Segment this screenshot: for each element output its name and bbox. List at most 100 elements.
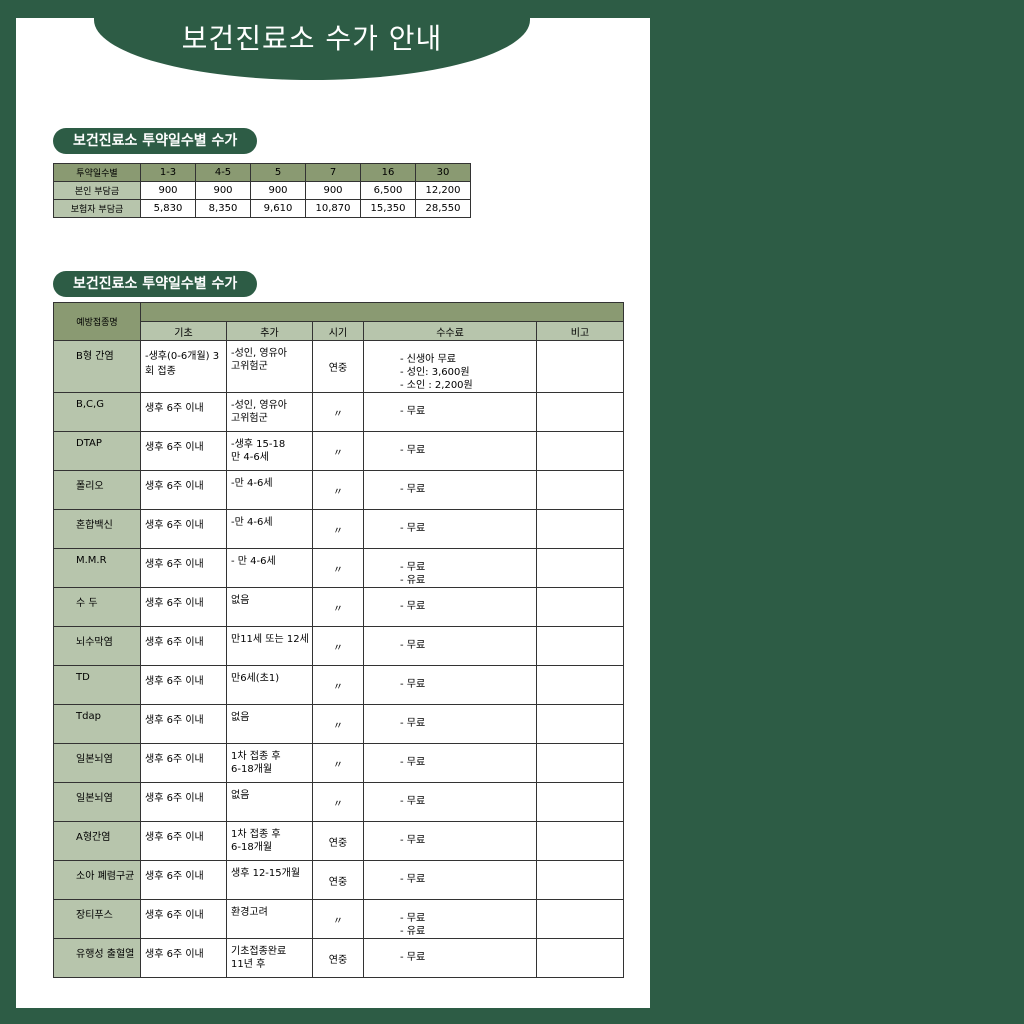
basic-schedule-cell: 생후 6주 이내	[140, 665, 227, 705]
fee-cell: - 무료 - 유료	[363, 548, 537, 588]
column-header-note: 비고	[536, 321, 624, 341]
table-row: 일본뇌염 생후 6주 이내 없음 〃 - 무료	[53, 782, 624, 822]
booster-schedule-cell: 없음	[226, 704, 313, 744]
vaccine-name-cell: 일본뇌염	[53, 743, 141, 783]
booster-schedule-cell: 1차 접종 후 6-18개월	[226, 743, 313, 783]
period-cell: 〃	[312, 587, 364, 627]
basic-schedule-cell: -생후(0-6개월) 3회 접종	[140, 340, 227, 393]
table-row: 일본뇌염 생후 6주 이내 1차 접종 후 6-18개월 〃 - 무료	[53, 743, 624, 783]
fee-table-row: 보험자 부담금 5,830 8,350 9,610 10,870 15,350 …	[53, 199, 471, 218]
fee-row-label: 본인 부담금	[53, 181, 141, 200]
note-cell	[536, 938, 624, 978]
vaccine-table: 예방접종명 기초 추가 시기 수수료 비고 B형 간염 -생후(0-6개월) 3회…	[53, 302, 624, 978]
note-cell	[536, 743, 624, 783]
period-cell: 〃	[312, 431, 364, 471]
basic-schedule-cell: 생후 6주 이내	[140, 782, 227, 822]
table-row: B,C,G 생후 6주 이내 -성인, 영유아 고위험군 〃 - 무료	[53, 392, 624, 432]
basic-schedule-cell: 생후 6주 이내	[140, 938, 227, 978]
period-cell: 〃	[312, 899, 364, 939]
period-cell: 〃	[312, 704, 364, 744]
table-row: 혼합백신 생후 6주 이내 -만 4-6세 〃 - 무료	[53, 509, 624, 549]
vaccine-name-cell: 소아 폐렴구균	[53, 860, 141, 900]
vaccine-header-band	[140, 302, 624, 322]
table-row: 폴리오 생후 6주 이내 -만 4-6세 〃 - 무료	[53, 470, 624, 510]
fee-header-cell: 투약일수별	[53, 163, 141, 182]
vaccine-table-top-row: 예방접종명	[53, 302, 624, 341]
note-cell	[536, 782, 624, 822]
basic-schedule-cell: 생후 6주 이내	[140, 470, 227, 510]
note-cell	[536, 548, 624, 588]
vaccine-name-cell: 혼합백신	[53, 509, 141, 549]
basic-schedule-cell: 생후 6주 이내	[140, 548, 227, 588]
fee-header-cell: 30	[415, 163, 471, 182]
fee-cell: - 무료	[363, 665, 537, 705]
section-title-fees: 보건진료소 투약일수별 수가	[53, 128, 258, 154]
page-title: 보건진료소 수가 안내	[94, 8, 530, 80]
table-row: M.M.R 생후 6주 이내 - 만 4-6세 〃 - 무료 - 유료	[53, 548, 624, 588]
fee-table-row: 본인 부담금 900 900 900 900 6,500 12,200	[53, 181, 471, 200]
vaccine-table-body: B형 간염 -생후(0-6개월) 3회 접종 -성인, 영유아 고위험군 연중 - 신생…	[53, 340, 624, 978]
vaccine-name-cell: 수 두	[53, 587, 141, 627]
period-cell: 〃	[312, 743, 364, 783]
note-cell	[536, 821, 624, 861]
column-header-fee: 수수료	[363, 321, 537, 341]
fee-header-cell: 5	[250, 163, 306, 182]
booster-schedule-cell: 1차 접종 후 6-18개월	[226, 821, 313, 861]
fee-header-cell: 1-3	[140, 163, 196, 182]
column-header-time: 시기	[312, 321, 364, 341]
basic-schedule-cell: 생후 6주 이내	[140, 587, 227, 627]
vaccine-name-cell: B,C,G	[53, 392, 141, 432]
vaccine-name-cell: Tdap	[53, 704, 141, 744]
booster-schedule-cell: -만 4-6세	[226, 509, 313, 549]
booster-schedule-cell: 기초접종완료 11년 후	[226, 938, 313, 978]
fee-cell: 6,500	[360, 181, 416, 200]
booster-schedule-cell: 만11세 또는 12세	[226, 626, 313, 666]
period-cell: 연중	[312, 860, 364, 900]
basic-schedule-cell: 생후 6주 이내	[140, 743, 227, 783]
fee-cell: 12,200	[415, 181, 471, 200]
fee-cell: 900	[305, 181, 361, 200]
booster-schedule-cell: -만 4-6세	[226, 470, 313, 510]
table-row: 소아 폐렴구균 생후 6주 이내 생후 12-15개월 연중 - 무료	[53, 860, 624, 900]
vaccine-name-cell: 장티푸스	[53, 899, 141, 939]
table-row: Tdap 생후 6주 이내 없음 〃 - 무료	[53, 704, 624, 744]
booster-schedule-cell: 만6세(초1)	[226, 665, 313, 705]
booster-schedule-cell: -성인, 영유아 고위험군	[226, 340, 313, 393]
booster-schedule-cell: 없음	[226, 587, 313, 627]
fee-cell: - 무료	[363, 431, 537, 471]
period-cell: 〃	[312, 470, 364, 510]
vaccine-name-cell: 뇌수막염	[53, 626, 141, 666]
table-row: TD 생후 6주 이내 만6세(초1) 〃 - 무료	[53, 665, 624, 705]
fee-cell: 900	[195, 181, 251, 200]
vaccine-name-cell: A형간염	[53, 821, 141, 861]
fee-cell: - 무료	[363, 782, 537, 822]
note-cell	[536, 665, 624, 705]
note-cell	[536, 899, 624, 939]
basic-schedule-cell: 생후 6주 이내	[140, 860, 227, 900]
vaccine-name-cell: 유행성 출혈열	[53, 938, 141, 978]
column-header-add: 추가	[226, 321, 313, 341]
basic-schedule-cell: 생후 6주 이내	[140, 392, 227, 432]
vaccine-name-cell: DTAP	[53, 431, 141, 471]
note-cell	[536, 626, 624, 666]
fee-header-cell: 16	[360, 163, 416, 182]
note-cell	[536, 431, 624, 471]
fee-cell: 5,830	[140, 199, 196, 218]
basic-schedule-cell: 생후 6주 이내	[140, 431, 227, 471]
fee-cell: - 무료	[363, 509, 537, 549]
note-cell	[536, 392, 624, 432]
basic-schedule-cell: 생후 6주 이내	[140, 821, 227, 861]
section-title-vaccines: 보건진료소 투약일수별 수가	[53, 271, 258, 297]
period-cell: 연중	[312, 340, 364, 393]
period-cell: 연중	[312, 821, 364, 861]
fee-cell: - 무료	[363, 626, 537, 666]
fee-header-cell: 7	[305, 163, 361, 182]
table-row: 뇌수막염 생후 6주 이내 만11세 또는 12세 〃 - 무료	[53, 626, 624, 666]
note-cell	[536, 587, 624, 627]
table-row: 장티푸스 생후 6주 이내 환경고려 〃 - 무료 - 유료	[53, 899, 624, 939]
period-cell: 〃	[312, 509, 364, 549]
vaccine-name-cell: 일본뇌염	[53, 782, 141, 822]
fee-table: 투약일수별 1-3 4-5 5 7 16 30 본인 부담금 900 900 9…	[53, 163, 471, 218]
period-cell: 연중	[312, 938, 364, 978]
period-cell: 〃	[312, 665, 364, 705]
